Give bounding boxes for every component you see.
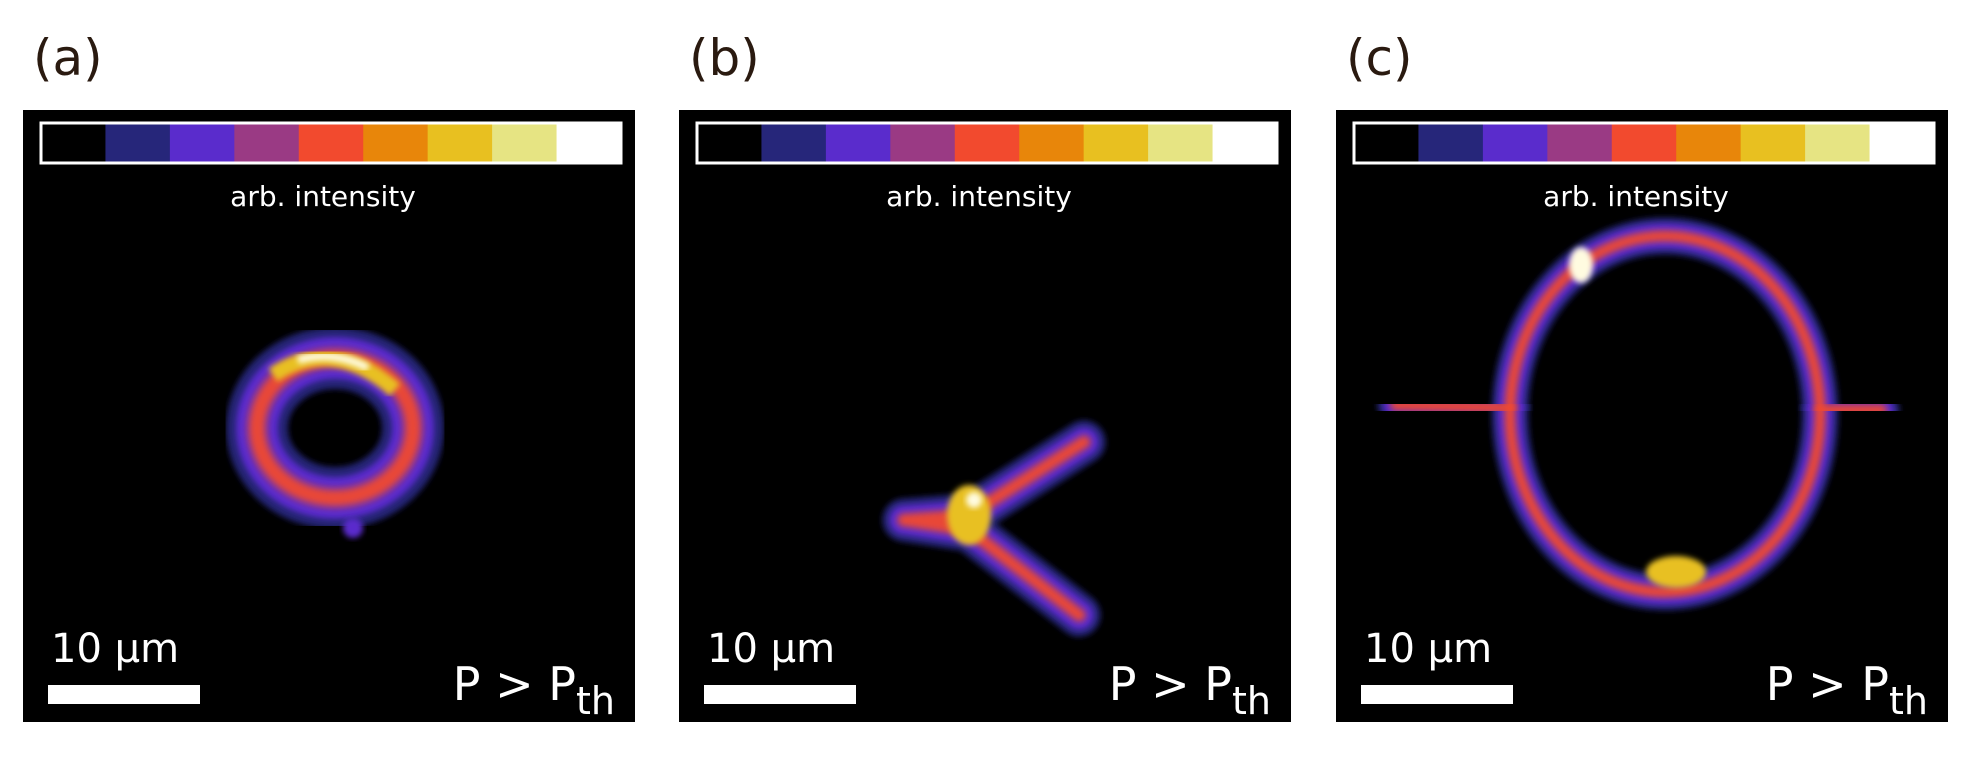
panel-label: (a)	[33, 29, 103, 87]
colorbar-label: arb. intensity	[230, 180, 416, 213]
colorbar-segment	[105, 123, 171, 163]
scale-bar-label: 10 μm	[1364, 626, 1492, 672]
colorbar-segment	[169, 123, 235, 163]
panel: arb. intensity 10 μm P > Pth	[679, 110, 1291, 723]
annotation-main: P > P	[453, 657, 576, 711]
colorbar-segment	[1418, 123, 1484, 163]
colorbar-segment	[1148, 123, 1214, 163]
colorbar-segment	[556, 123, 622, 163]
emission-hot	[966, 492, 982, 508]
annotation-subscript: th	[1889, 679, 1928, 723]
annotation-main: P > P	[1766, 657, 1889, 711]
colorbar-frame	[695, 121, 1279, 165]
colorbar-segment	[1212, 123, 1278, 163]
colorbar-segment	[1869, 123, 1935, 163]
colorbar-frame	[39, 121, 623, 165]
annotation-main: P > P	[1109, 657, 1232, 711]
colorbar-segment	[427, 123, 493, 163]
scale-bar-label: 10 μm	[707, 626, 835, 672]
colorbar-frame	[1352, 121, 1936, 165]
colorbar-segment	[1740, 123, 1806, 163]
scale-bar	[704, 685, 856, 704]
annotation: P > Pth	[453, 657, 615, 723]
colorbar-segment	[1676, 123, 1742, 163]
colorbar-segment	[697, 123, 762, 163]
annotation-subscript: th	[576, 679, 615, 723]
colorbar-segment	[1019, 123, 1085, 163]
scale-bar	[1361, 685, 1513, 704]
colorbar-segment	[825, 123, 891, 163]
panel-label: (c)	[1346, 29, 1413, 87]
colorbar-segment	[1083, 123, 1149, 163]
scale-bar	[48, 685, 200, 704]
colorbar-segment	[234, 123, 300, 163]
colorbar-segment	[1482, 123, 1548, 163]
panel-label: (b)	[689, 29, 760, 87]
colorbar-segment	[890, 123, 956, 163]
annotation: P > Pth	[1109, 657, 1271, 723]
colorbar-segment	[363, 123, 429, 163]
colorbar-segment	[298, 123, 364, 163]
colorbar-segment	[761, 123, 827, 163]
scale-bar-label: 10 μm	[51, 626, 179, 672]
emission-hot	[1646, 556, 1706, 588]
annotation-subscript: th	[1232, 679, 1271, 723]
emission	[1391, 400, 1886, 415]
annotation: P > Pth	[1766, 657, 1928, 723]
emission	[343, 518, 363, 538]
panel: arb. intensity 10 μm P > Pth	[23, 110, 635, 723]
emission	[899, 437, 1089, 620]
colorbar-label: arb. intensity	[1543, 180, 1729, 213]
image-background	[679, 110, 1291, 722]
colorbar-segment	[1611, 123, 1677, 163]
colorbar-segment	[492, 123, 558, 163]
emission-hot	[296, 352, 370, 372]
colorbar-segment	[954, 123, 1020, 163]
colorbar-label: arb. intensity	[886, 180, 1072, 213]
panel: arb. intensity 10 μm P > Pth	[1336, 110, 1948, 723]
colorbar-segment	[1805, 123, 1871, 163]
image-background	[23, 110, 635, 722]
colorbar-segment	[41, 123, 106, 163]
emission-hot	[1569, 247, 1593, 283]
colorbar-segment	[1547, 123, 1613, 163]
colorbar-segment	[1354, 123, 1419, 163]
